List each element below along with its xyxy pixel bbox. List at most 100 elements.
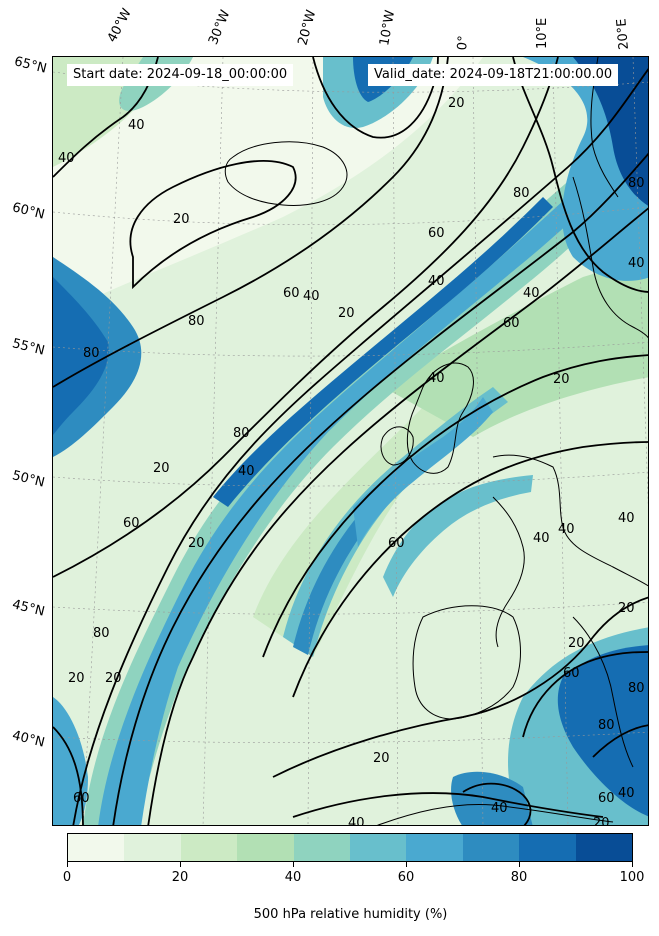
lon-label-10w: 10°W bbox=[377, 9, 399, 48]
humidity-se-core bbox=[557, 645, 648, 817]
contour-labels: 20 60 40 20 80 80 80 20 40 60 20 80 20 2… bbox=[58, 96, 645, 826]
contour-label-40: 40 bbox=[428, 274, 445, 289]
lon-label-20w: 20°W bbox=[295, 8, 320, 47]
humidity-band-second-core bbox=[293, 472, 408, 655]
lon-label-30w: 30°W bbox=[206, 8, 234, 47]
colorbar-tick bbox=[180, 862, 181, 867]
contour-label-20: 20 bbox=[593, 816, 610, 826]
lon-label-20e: 20°E bbox=[614, 17, 632, 51]
contour-label-40: 40 bbox=[628, 256, 645, 271]
contour-label-80: 80 bbox=[233, 426, 250, 441]
contour-label-20: 20 bbox=[153, 461, 170, 476]
contour-label-20: 20 bbox=[338, 306, 355, 321]
ireland-outline bbox=[380, 426, 414, 466]
iberia-outline bbox=[412, 605, 521, 720]
contour-label-40: 40 bbox=[58, 151, 75, 166]
colorbar-segment bbox=[350, 834, 407, 861]
contour-label-80: 80 bbox=[93, 626, 110, 641]
colorbar-segment bbox=[519, 834, 576, 861]
lat-label-50n: 50°N bbox=[10, 468, 47, 491]
contour-label-40: 40 bbox=[618, 511, 635, 526]
contour-label-20: 20 bbox=[173, 212, 190, 227]
colorbar-segment bbox=[68, 834, 125, 861]
contour-label-40: 40 bbox=[303, 289, 320, 304]
contour-label-40: 40 bbox=[491, 801, 508, 816]
contour-label-20: 20 bbox=[188, 536, 205, 551]
colorbar-segment bbox=[406, 834, 463, 861]
colorbar-segment bbox=[237, 834, 294, 861]
start-date-label: Start date: 2024-09-18_00:00:00 bbox=[67, 64, 294, 86]
humidity-band-third bbox=[353, 397, 493, 547]
contour-label-60: 60 bbox=[388, 536, 405, 551]
lat-label-45n: 45°N bbox=[10, 597, 47, 620]
colorbar-segment bbox=[462, 834, 520, 861]
colorbar-tick-label: 0 bbox=[62, 870, 72, 885]
contour-label-60: 60 bbox=[123, 516, 140, 531]
lat-label-55n: 55°N bbox=[10, 336, 47, 359]
humidity-west-core bbox=[53, 277, 109, 435]
colorbar-segment bbox=[293, 834, 351, 861]
contour-label-80: 80 bbox=[598, 718, 615, 733]
contour-label-80: 80 bbox=[188, 314, 205, 329]
humidity-band-fourth bbox=[383, 475, 533, 597]
iceland-outline bbox=[224, 141, 348, 206]
humidity-band-core bbox=[213, 197, 553, 507]
lat-label-40n: 40°N bbox=[10, 728, 47, 751]
contour-label-20: 20 bbox=[105, 671, 122, 686]
contour-label-40: 40 bbox=[523, 286, 540, 301]
land-outlines bbox=[224, 57, 648, 825]
contour-label-40: 40 bbox=[128, 118, 145, 133]
humidity-map: 20 60 40 20 80 80 80 20 40 60 20 80 20 2… bbox=[53, 57, 648, 826]
scandinavia-outline bbox=[572, 176, 648, 339]
contour-label-40: 40 bbox=[428, 371, 445, 386]
contour-label-40: 40 bbox=[558, 522, 575, 537]
colorbar-tick-label: 80 bbox=[510, 870, 528, 885]
graticule bbox=[53, 57, 648, 825]
contour-label-20: 20 bbox=[68, 671, 85, 686]
lat-label-60n: 60°N bbox=[10, 200, 47, 223]
colorbar bbox=[67, 833, 633, 862]
contour-label-20: 20 bbox=[373, 751, 390, 766]
colorbar-segment bbox=[180, 834, 238, 861]
contour-label-20: 20 bbox=[568, 636, 585, 651]
humidity-ne-core bbox=[573, 57, 648, 206]
valid-date-label: Valid_date: 2024-09-18T21:00:00.00 bbox=[368, 64, 619, 86]
contour-label-80: 80 bbox=[513, 186, 530, 201]
colorbar-tick bbox=[519, 862, 520, 867]
contour-label-60: 60 bbox=[73, 791, 90, 806]
lon-label-0: 0° bbox=[455, 34, 472, 51]
france-coast bbox=[492, 496, 525, 648]
contour-label-40: 40 bbox=[348, 816, 365, 826]
colorbar-tick bbox=[632, 862, 633, 867]
contour-label-80: 80 bbox=[628, 681, 645, 696]
lon-label-40w: 40°W bbox=[104, 6, 135, 46]
humidity-field-mid bbox=[383, 257, 648, 437]
contour-label-40: 40 bbox=[618, 786, 635, 801]
colorbar-tick-label: 40 bbox=[284, 870, 302, 885]
contour-label-60: 60 bbox=[283, 286, 300, 301]
colorbar-tick bbox=[406, 862, 407, 867]
contour-label-60: 60 bbox=[428, 226, 445, 241]
contour-label-60: 60 bbox=[598, 791, 615, 806]
contour-label-20: 20 bbox=[448, 96, 465, 111]
contour-label-40: 40 bbox=[238, 464, 255, 479]
lat-label-65n: 65°N bbox=[12, 54, 49, 77]
colorbar-tick-label: 20 bbox=[171, 870, 189, 885]
contour-label-60: 60 bbox=[503, 316, 520, 331]
contour-label-80: 80 bbox=[628, 176, 645, 191]
contour-label-60: 60 bbox=[563, 666, 580, 681]
british-isles-outline bbox=[406, 362, 474, 474]
colorbar-segment bbox=[124, 834, 181, 861]
contour-label-80: 80 bbox=[83, 346, 100, 361]
africa-coast bbox=[377, 804, 614, 825]
lon-label-10e: 10°E bbox=[535, 17, 550, 49]
map-panel: 20 60 40 20 80 80 80 20 40 60 20 80 20 2… bbox=[52, 56, 649, 826]
italy-outline bbox=[572, 616, 634, 768]
colorbar-tick bbox=[293, 862, 294, 867]
colorbar-tick-label: 100 bbox=[619, 870, 645, 885]
colorbar-segment bbox=[575, 834, 633, 861]
europe-coast bbox=[492, 454, 648, 587]
contour-label-40: 40 bbox=[533, 531, 550, 546]
colorbar-tick bbox=[67, 862, 68, 867]
contour-label-20: 20 bbox=[618, 601, 635, 616]
